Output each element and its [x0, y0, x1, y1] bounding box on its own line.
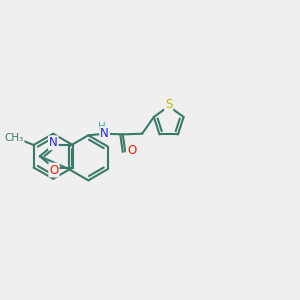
Text: N: N [49, 136, 58, 149]
Text: N: N [100, 127, 109, 140]
Text: S: S [165, 98, 172, 110]
Text: CH₃: CH₃ [4, 133, 24, 143]
Text: H: H [98, 122, 106, 132]
Text: O: O [127, 144, 136, 158]
Text: O: O [49, 164, 58, 176]
